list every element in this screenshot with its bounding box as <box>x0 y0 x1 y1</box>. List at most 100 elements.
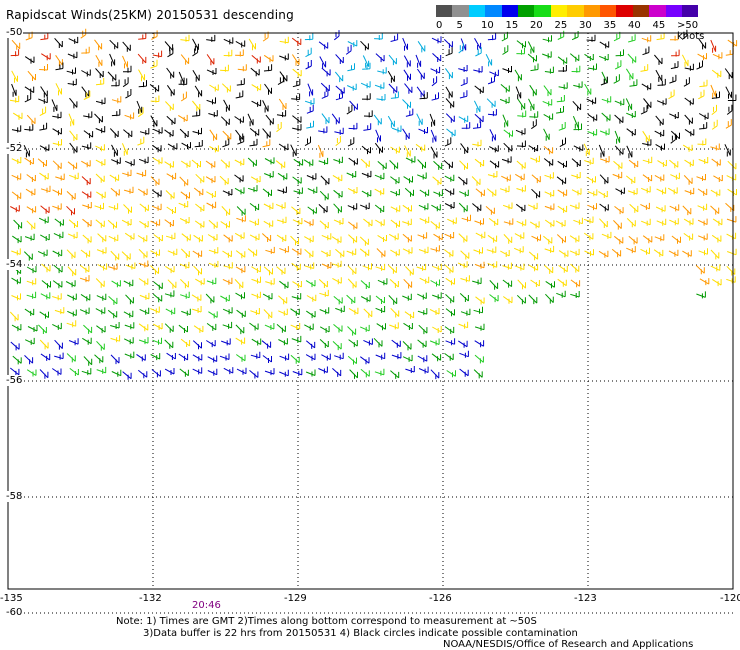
wind-barb <box>473 100 481 113</box>
wind-barb <box>586 97 597 105</box>
wind-barb <box>222 189 233 196</box>
wind-barb <box>531 188 541 199</box>
wind-barb <box>139 203 149 212</box>
wind-barb <box>83 90 91 100</box>
wind-barb <box>725 202 735 212</box>
wind-barb <box>514 232 525 240</box>
wind-barb <box>318 279 328 288</box>
wind-barb <box>333 156 343 164</box>
wind-barb <box>669 218 679 226</box>
wind-barb <box>360 280 370 289</box>
wind-barb <box>573 123 582 131</box>
wind-barb <box>683 175 693 185</box>
wind-barb <box>460 308 471 316</box>
wind-barb <box>710 249 720 260</box>
wind-barb <box>489 129 496 142</box>
wind-barb <box>360 202 370 210</box>
wind-barb <box>363 218 373 227</box>
wind-barb <box>278 98 287 110</box>
wind-barb <box>458 202 468 213</box>
wind-barb <box>614 145 624 156</box>
wind-barb <box>166 85 175 97</box>
wind-barb <box>206 201 217 209</box>
wind-barb <box>529 221 540 229</box>
wind-barb <box>69 130 78 141</box>
wind-barb <box>331 113 340 125</box>
wind-barb <box>376 248 386 258</box>
wind-barb <box>335 136 341 146</box>
wind-barb <box>333 218 344 225</box>
wind-barb <box>362 62 371 70</box>
wind-barb <box>279 280 289 289</box>
wind-barb <box>682 250 692 258</box>
wind-barb <box>374 142 383 154</box>
wind-barb <box>586 34 596 42</box>
wind-barb <box>573 144 584 152</box>
wind-barb <box>445 113 455 123</box>
wind-barb <box>138 260 149 268</box>
wind-barb <box>40 353 51 361</box>
wind-barb <box>614 98 625 106</box>
wind-barb <box>431 353 442 362</box>
wind-barb <box>249 233 260 241</box>
wind-barb <box>152 127 163 135</box>
wind-barb <box>235 129 244 141</box>
wind-barb <box>249 218 259 226</box>
wind-barb <box>37 249 48 257</box>
map-title: Rapidscat Winds(25KM) 20150531 descendin… <box>6 8 294 22</box>
wind-barb <box>38 324 47 334</box>
wind-barb <box>164 129 174 138</box>
wind-barb <box>306 104 314 114</box>
wind-barb <box>572 100 582 111</box>
wind-barb <box>460 250 470 260</box>
wind-barb <box>431 76 438 87</box>
wind-barb <box>558 250 569 258</box>
wind-barb <box>487 171 498 178</box>
wind-barb <box>530 63 539 72</box>
wind-barb <box>178 114 188 122</box>
wind-barb <box>305 47 312 58</box>
wind-barb <box>66 191 76 201</box>
wind-barb <box>655 69 663 82</box>
wind-barb <box>361 170 372 178</box>
wind-barb <box>249 203 260 211</box>
wind-barb <box>122 371 132 380</box>
wind-barb <box>276 110 287 118</box>
wind-barb <box>515 86 522 100</box>
wind-barb <box>262 139 271 148</box>
wind-barb <box>363 110 373 118</box>
wind-barb <box>123 279 134 287</box>
wind-barb <box>290 235 299 246</box>
wind-barb <box>307 186 318 194</box>
wind-barb <box>251 84 262 92</box>
wind-barb <box>236 78 245 86</box>
wind-barb <box>138 80 147 88</box>
wind-barb <box>108 234 119 242</box>
wind-barb <box>249 128 260 137</box>
wind-barb <box>333 324 343 333</box>
wind-barb <box>11 125 22 133</box>
wind-barb <box>699 79 708 88</box>
wind-barb <box>502 202 513 210</box>
wind-barb <box>569 235 580 243</box>
wind-barb <box>321 113 330 125</box>
wind-barb <box>68 36 79 44</box>
wind-barb <box>416 263 427 271</box>
wind-barb <box>475 188 485 197</box>
wind-barb <box>474 158 485 167</box>
wind-barb <box>10 205 20 213</box>
wind-barb <box>95 54 103 67</box>
wind-barb <box>193 325 204 333</box>
wind-barb <box>151 30 158 40</box>
wind-barb <box>307 83 314 97</box>
wind-barb <box>402 99 411 109</box>
wind-barb <box>503 142 513 153</box>
wind-barb <box>419 276 430 284</box>
wind-barb <box>123 310 134 318</box>
wind-barb <box>206 191 216 198</box>
wind-barb <box>656 187 667 195</box>
wind-barb <box>377 278 388 286</box>
wind-barb <box>95 77 105 86</box>
wind-barb <box>195 278 205 286</box>
wind-barb <box>303 159 314 167</box>
